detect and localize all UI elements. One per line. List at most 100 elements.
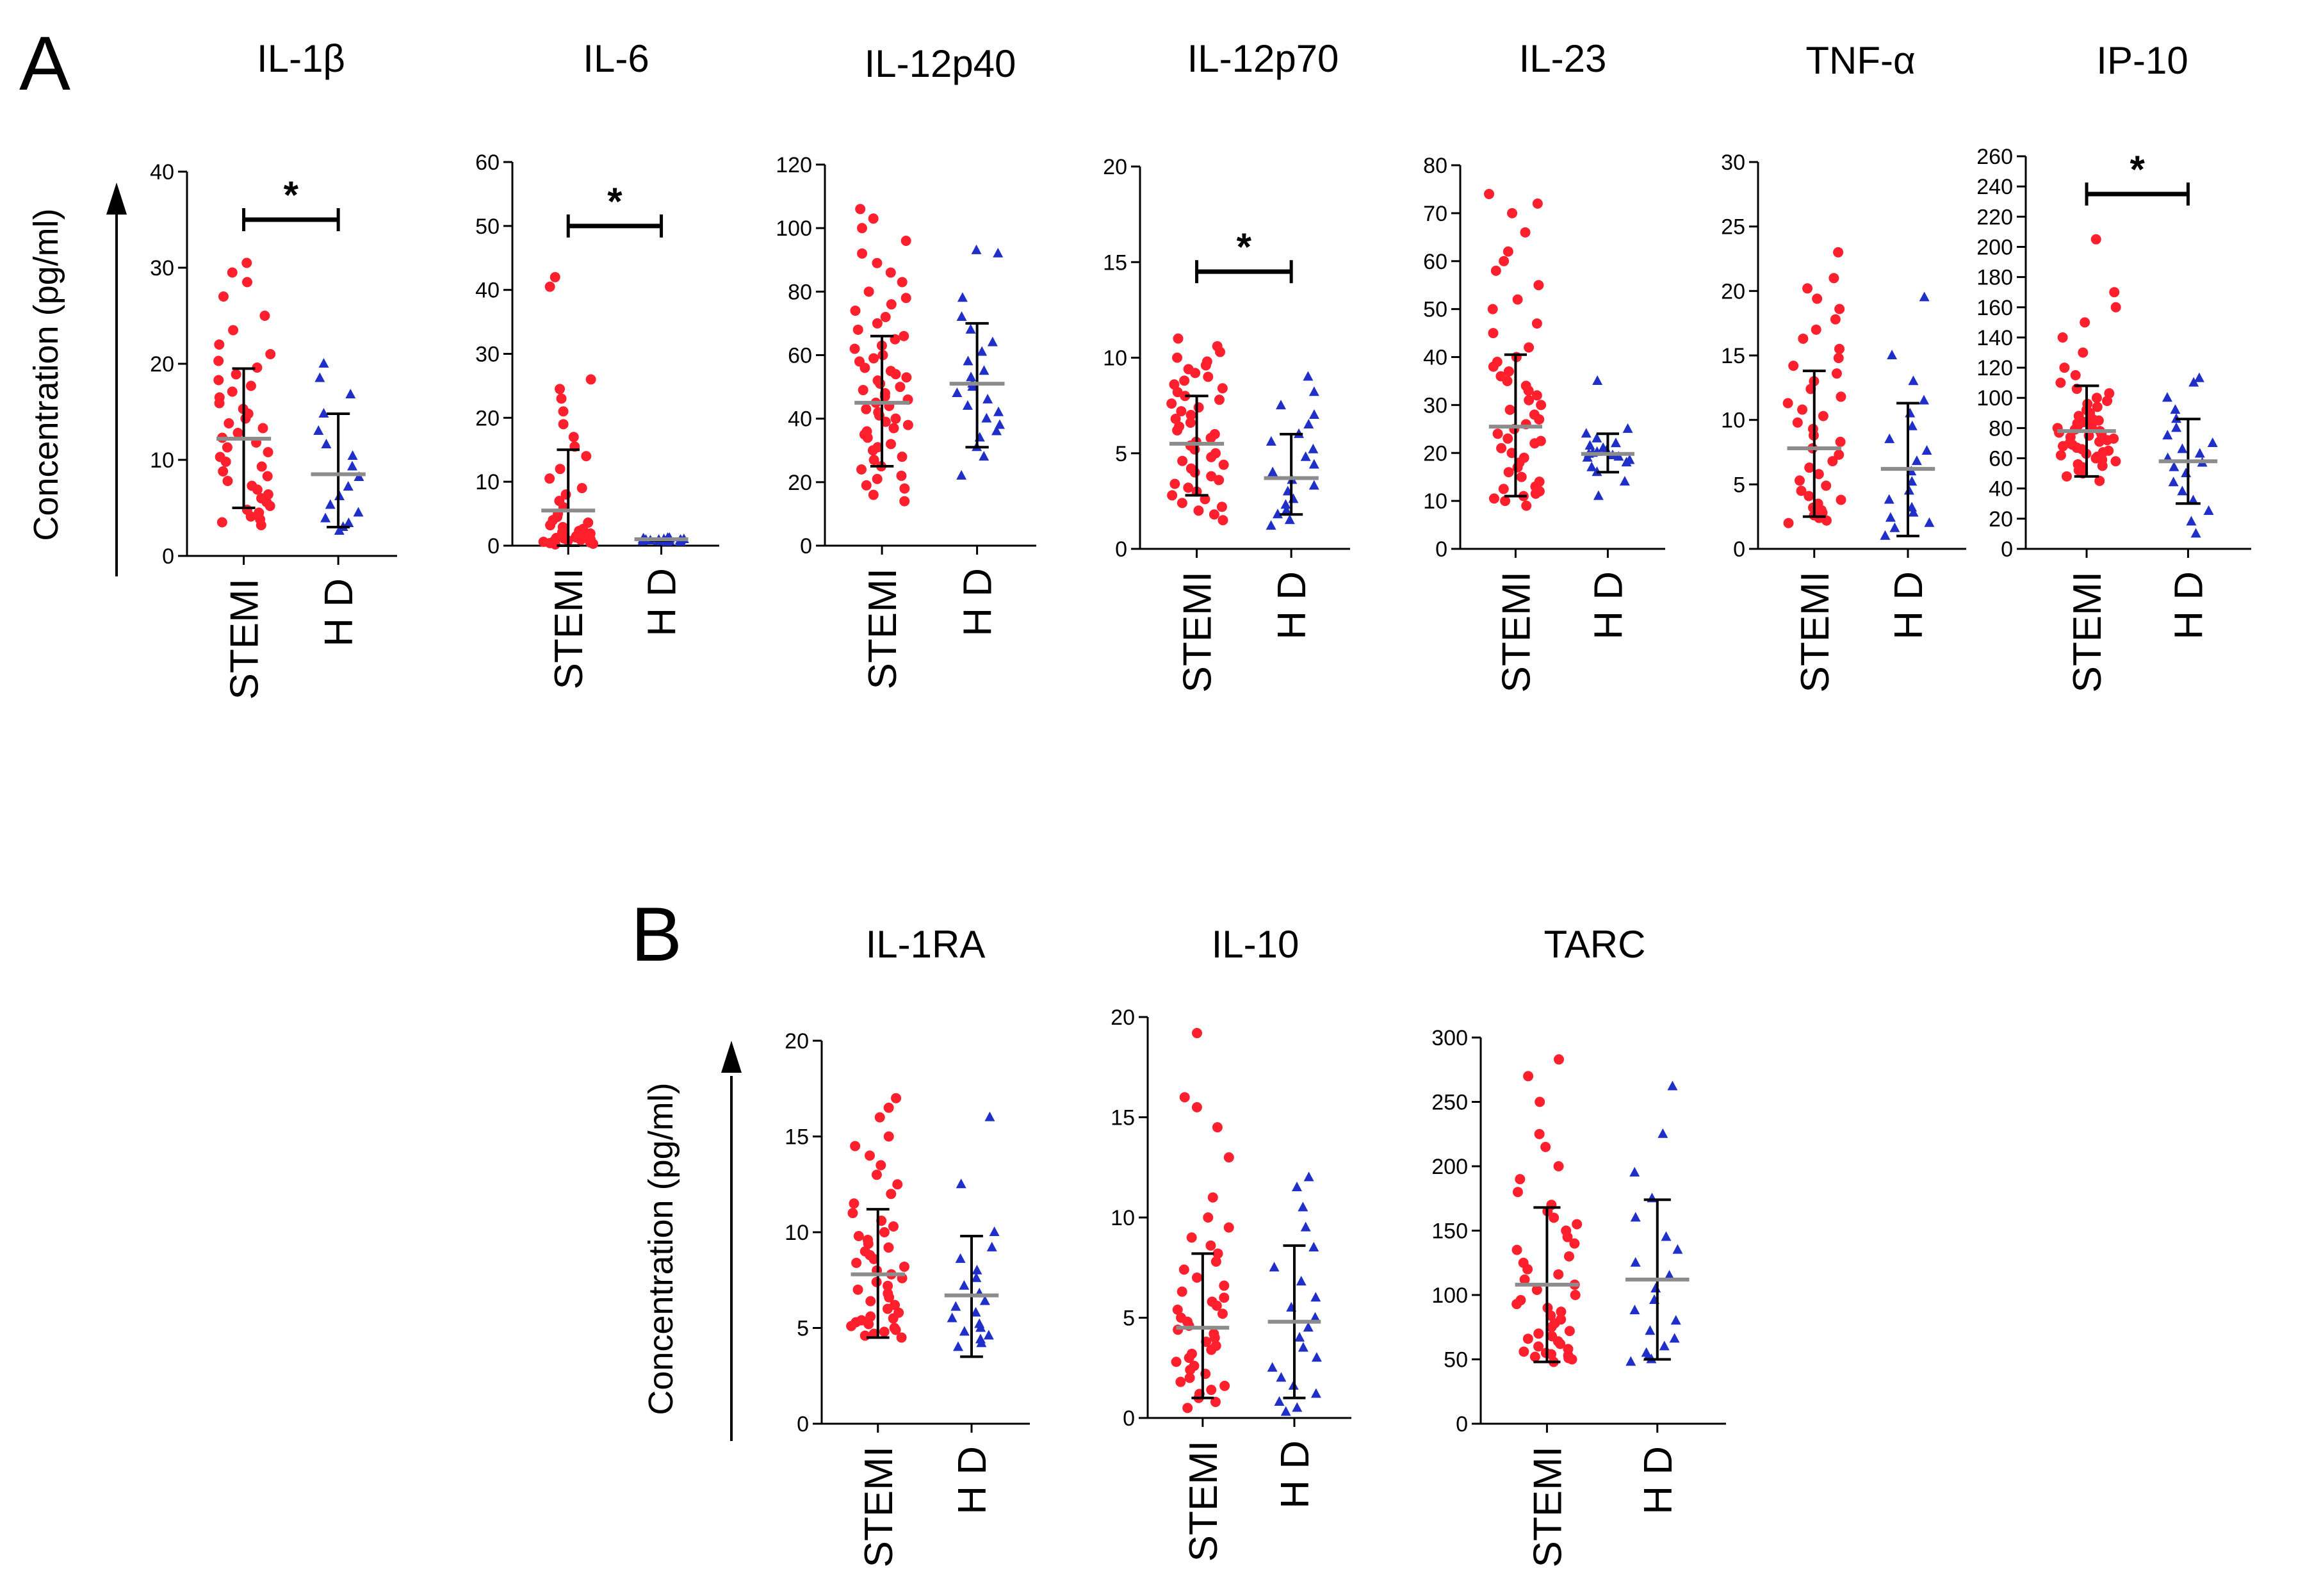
data-point-stemi <box>862 1234 873 1245</box>
data-point-stemi <box>890 1299 900 1310</box>
data-point-stemi <box>883 1131 894 1142</box>
data-point-stemi <box>2055 450 2066 460</box>
data-point-hd <box>993 247 1004 257</box>
data-point-hd <box>1657 1128 1668 1138</box>
y-tick-label: 180 <box>1976 266 2013 290</box>
data-point-stemi <box>1492 428 1503 439</box>
y-tick-label: 50 <box>1423 298 1447 322</box>
data-point-stemi <box>1531 318 1542 329</box>
data-point-stemi <box>1532 198 1543 209</box>
y-tick-label: 20 <box>785 1029 809 1054</box>
data-point-stemi <box>1191 1102 1202 1112</box>
data-point-hd <box>1911 455 1922 466</box>
data-point-stemi <box>227 386 238 397</box>
data-point-stemi <box>883 1288 893 1299</box>
data-point-hd <box>2171 422 2182 432</box>
y-tick-label: 30 <box>1423 393 1447 418</box>
data-point-stemi <box>1166 398 1177 409</box>
data-point-stemi <box>218 291 229 302</box>
data-point-hd <box>347 450 358 460</box>
data-point-stemi <box>1183 364 1194 375</box>
data-point-hd <box>320 512 331 523</box>
data-point-hd <box>1593 490 1604 500</box>
data-point-stemi <box>1175 1376 1186 1387</box>
y-tick-label: 40 <box>150 160 174 184</box>
data-point-stemi <box>872 442 883 453</box>
data-point-stemi <box>1797 404 1808 415</box>
data-point-stemi <box>231 369 241 380</box>
data-point-stemi <box>1811 324 1821 335</box>
category-label: H D <box>956 568 1000 637</box>
data-point-stemi <box>218 466 229 476</box>
data-point-stemi <box>2109 287 2120 298</box>
data-point-stemi <box>247 480 257 491</box>
data-point-stemi <box>851 1257 862 1268</box>
data-point-stemi <box>1523 1071 1534 1082</box>
data-point-hd <box>1908 375 1919 386</box>
y-tick-label: 5 <box>797 1317 809 1341</box>
data-point-stemi <box>1183 482 1194 493</box>
data-point-stemi <box>241 277 252 288</box>
data-point-stemi <box>1802 283 1813 294</box>
data-point-hd <box>1281 505 1292 515</box>
y-tick-label: 250 <box>1431 1091 1468 1115</box>
data-point-hd <box>947 1312 957 1323</box>
data-point-hd <box>2177 443 2188 453</box>
data-point-hd <box>1586 461 1597 471</box>
data-point-stemi <box>1804 462 1815 473</box>
data-point-stemi <box>1488 493 1499 504</box>
data-point-hd <box>1592 432 1602 443</box>
data-point-hd <box>1303 418 1314 428</box>
data-point-stemi <box>2103 445 2114 456</box>
data-point-stemi <box>558 419 569 430</box>
data-point-stemi <box>1531 390 1542 401</box>
data-point-stemi <box>859 1330 870 1341</box>
data-point-stemi <box>1214 475 1225 485</box>
data-point-stemi <box>256 461 267 472</box>
data-point-stemi <box>1520 380 1531 391</box>
data-point-stemi <box>2055 377 2066 388</box>
data-point-hd <box>1310 1312 1321 1322</box>
data-point-stemi <box>2078 347 2089 358</box>
data-point-stemi <box>1553 1269 1564 1280</box>
data-point-hd <box>974 1318 985 1328</box>
y-tick-label: 20 <box>788 471 812 495</box>
data-point-stemi <box>895 382 906 393</box>
data-point-hd <box>952 387 963 397</box>
data-point-stemi <box>1209 428 1220 439</box>
data-point-stemi <box>1529 409 1540 420</box>
y-tick-label: 0 <box>2001 537 2013 562</box>
data-point-stemi <box>1796 485 1807 496</box>
data-point-stemi <box>1563 1251 1574 1262</box>
data-point-hd <box>313 425 324 435</box>
data-point-stemi <box>1835 436 1846 447</box>
data-point-hd <box>2181 468 2192 478</box>
data-point-stemi <box>1172 352 1183 363</box>
data-point-hd <box>345 389 356 398</box>
data-point-stemi <box>585 528 596 539</box>
data-point-stemi <box>1207 1296 1218 1307</box>
data-point-stemi <box>883 1280 893 1291</box>
data-point-stemi <box>1177 498 1187 509</box>
y-tick-label: 50 <box>475 215 500 239</box>
data-point-hd <box>1667 1080 1678 1091</box>
data-point-stemi <box>883 1242 894 1253</box>
data-point-hd <box>963 355 973 366</box>
data-point-stemi <box>557 522 568 533</box>
data-point-hd <box>325 499 336 509</box>
data-point-hd <box>1907 476 1918 486</box>
data-point-stemi <box>1174 421 1185 432</box>
data-point-stemi <box>1829 273 1839 284</box>
data-point-stemi <box>245 380 256 391</box>
data-point-stemi <box>872 375 883 386</box>
data-point-hd <box>1274 1396 1285 1406</box>
y-tick-label: 120 <box>776 153 812 177</box>
y-tick-label: 0 <box>487 534 500 558</box>
data-point-stemi <box>1529 1351 1540 1362</box>
y-tick-label: 0 <box>1733 537 1745 562</box>
data-point-hd <box>2186 516 2197 526</box>
y-axis-label-b: Concentration (pg/ml) <box>642 1082 680 1415</box>
y-tick-label: 40 <box>1423 346 1447 370</box>
data-point-hd <box>353 507 364 517</box>
